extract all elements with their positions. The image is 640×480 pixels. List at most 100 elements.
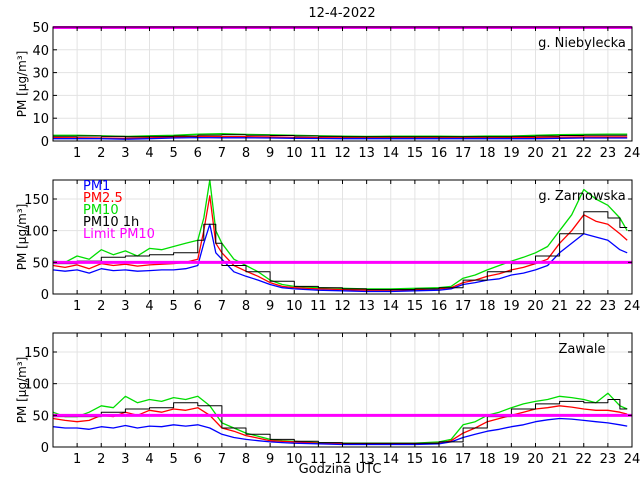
x-tick-label: 22 [575, 146, 592, 161]
x-tick-label: 6 [194, 452, 202, 467]
x-tick-label: 18 [479, 299, 496, 314]
legend-entry-pm25: PM2.5 [83, 191, 123, 206]
x-tick-label: 1 [73, 146, 81, 161]
x-tick-label: 20 [527, 452, 544, 467]
y-tick-label: 0 [41, 441, 49, 456]
x-tick-label: 10 [286, 452, 303, 467]
x-tick-label: 10 [286, 299, 303, 314]
x-tick-label: 11 [310, 299, 327, 314]
y-tick-label: 100 [24, 378, 49, 393]
y-tick-label: 50 [32, 256, 49, 271]
y-tick-label: 20 [32, 89, 49, 104]
x-tick-label: 12 [334, 146, 351, 161]
x-tick-label: 15 [407, 299, 424, 314]
chart-panel-0: 1 2 3 4 5 6 7 8 9 10 11 12 13 14 15 16 17 18 19 20 21 22 23 240… [15, 21, 640, 161]
x-tick-label: 8 [242, 299, 250, 314]
x-tick-label: 15 [407, 452, 424, 467]
series-line-pm25 [52, 195, 628, 291]
x-tick-label: 13 [358, 452, 375, 467]
x-tick-label: 23 [600, 146, 617, 161]
y-tick-label: 150 [24, 193, 49, 208]
x-tick-label: 8 [242, 146, 250, 161]
x-tick-label: 4 [145, 452, 153, 467]
x-tick-label: 21 [551, 452, 568, 467]
x-tick-label: 9 [266, 299, 274, 314]
y-tick-label: 50 [32, 21, 49, 36]
x-tick-label: 19 [503, 299, 520, 314]
series-line-pm10_1h [53, 134, 628, 138]
series-line-pm10_1h [53, 211, 628, 291]
x-tick-label: 1 [73, 452, 81, 467]
x-tick-label: 19 [503, 452, 520, 467]
station-label: g. Niebylecka [538, 36, 626, 51]
legend-entry-pm10: PM10 [83, 203, 119, 218]
series-line-pm1 [52, 223, 628, 293]
legend-entry-pm1: PM1 [83, 179, 110, 194]
x-tick-label: 11 [310, 146, 327, 161]
figure-title: 12-4-2022 [308, 6, 375, 21]
x-tick-label: 1 [73, 299, 81, 314]
station-label: Zawale [558, 342, 605, 357]
y-tick-label: 150 [24, 346, 49, 361]
y-tick-label: 30 [32, 67, 49, 82]
x-tick-label: 18 [479, 146, 496, 161]
y-tick-label: 10 [32, 112, 49, 127]
x-tick-label: 2 [97, 299, 105, 314]
x-tick-label: 9 [266, 452, 274, 467]
x-tick-label: 16 [431, 146, 448, 161]
x-tick-label: 5 [169, 146, 177, 161]
x-tick-label: 14 [382, 452, 399, 467]
x-tick-label: 12 [334, 299, 351, 314]
series-line-pm10_1h [53, 399, 628, 444]
x-tick-label: 7 [218, 452, 226, 467]
y-axis-label: PM [µg/m³] [15, 204, 29, 271]
x-tick-label: 15 [407, 146, 424, 161]
y-tick-label: 0 [41, 135, 49, 150]
x-tick-label: 8 [242, 452, 250, 467]
x-tick-label: 9 [266, 146, 274, 161]
y-axis-label: PM [µg/m³] [15, 357, 29, 424]
chart-panel-2: 1 2 3 4 5 6 7 8 9 10 11 12 13 14 15 16 17 18 19 20 21 22 23 240… [15, 332, 640, 467]
x-tick-label: 24 [624, 299, 640, 314]
x-tick-label: 13 [358, 146, 375, 161]
y-tick-label: 0 [41, 288, 49, 303]
x-tick-label: 20 [527, 146, 544, 161]
y-tick-label: 50 [32, 409, 49, 424]
x-tick-label: 24 [624, 452, 640, 467]
y-axis-label: PM [µg/m³] [15, 51, 29, 118]
x-tick-label: 6 [194, 299, 202, 314]
x-axis-label: Godzina UTC [299, 462, 382, 477]
x-tick-label: 3 [121, 146, 129, 161]
x-tick-label: 4 [145, 299, 153, 314]
x-tick-label: 3 [121, 452, 129, 467]
x-tick-label: 23 [600, 299, 617, 314]
x-tick-label: 12 [334, 452, 351, 467]
x-tick-label: 16 [431, 299, 448, 314]
station-label: g. Zarnowska [538, 189, 625, 204]
y-tick-label: 100 [24, 225, 49, 240]
x-tick-label: 7 [218, 146, 226, 161]
x-tick-label: 5 [169, 452, 177, 467]
x-tick-label: 7 [218, 299, 226, 314]
x-tick-label: 16 [431, 452, 448, 467]
x-tick-label: 10 [286, 146, 303, 161]
x-tick-label: 24 [624, 146, 640, 161]
x-tick-label: 23 [600, 452, 617, 467]
legend-entry-limit: Limit PM10 [83, 227, 155, 242]
x-tick-label: 2 [97, 146, 105, 161]
x-tick-label: 4 [145, 146, 153, 161]
x-tick-label: 19 [503, 146, 520, 161]
x-tick-label: 3 [121, 299, 129, 314]
x-tick-label: 11 [310, 452, 327, 467]
x-tick-label: 20 [527, 299, 544, 314]
x-tick-label: 22 [575, 452, 592, 467]
x-tick-label: 14 [382, 146, 399, 161]
x-tick-label: 17 [455, 146, 472, 161]
x-tick-label: 17 [455, 452, 472, 467]
x-tick-label: 17 [455, 299, 472, 314]
y-tick-label: 40 [32, 44, 49, 59]
chart-panel-1: 1 2 3 4 5 6 7 8 9 10 11 12 13 14 15 16 17 18 19 20 21 22 23 240… [15, 179, 640, 314]
x-tick-label: 18 [479, 452, 496, 467]
x-tick-label: 14 [382, 299, 399, 314]
